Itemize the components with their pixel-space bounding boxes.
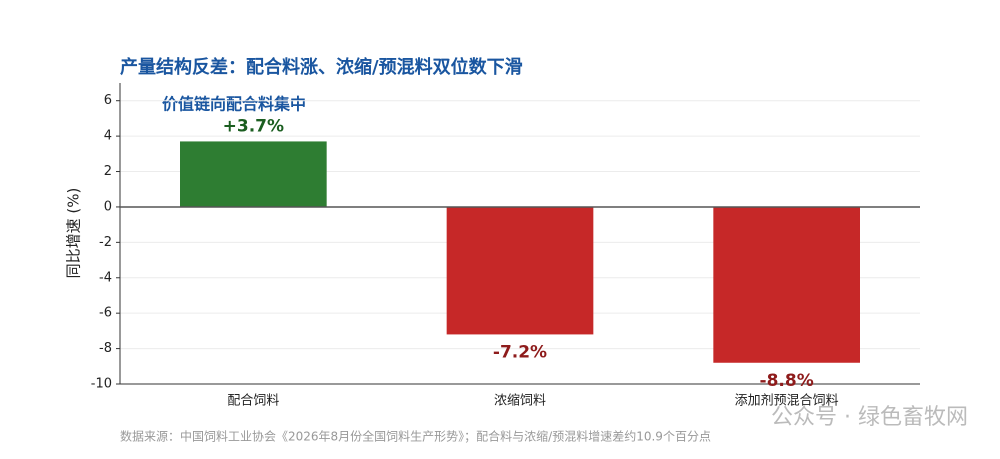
x-tick-label: 添加剂预混合饲料 [735, 394, 839, 409]
y-axis-label: 同比增速 (%) [65, 188, 83, 279]
bar [713, 206, 860, 363]
value-label: +3.7% [223, 116, 284, 136]
annotation: 价值链向配合料集中 [162, 95, 306, 114]
y-tick-label: 6 [104, 93, 112, 108]
y-tick-label: -4 [99, 270, 112, 285]
y-tick-label: -8 [99, 341, 112, 356]
y-tick-label: 0 [104, 199, 112, 214]
x-tick-label: 配合饲料 [227, 394, 279, 409]
value-label: -8.8% [760, 371, 814, 391]
watermark: 公众号 · 绿色畜牧网 [771, 405, 968, 430]
bar [180, 141, 327, 207]
y-tick-label: 4 [104, 129, 112, 144]
y-tick-label: -6 [99, 306, 112, 321]
y-tick-label: 2 [104, 164, 112, 179]
y-tick-label: -10 [91, 377, 112, 392]
chart-title: 产量结构反差：配合料涨、浓缩/预混料双位数下滑 [120, 56, 523, 78]
y-tick-label: -2 [99, 235, 112, 250]
bar [446, 206, 594, 335]
x-tick-label: 浓缩饲料 [494, 393, 546, 409]
source-note: 数据来源：中国饲料工业协会《2026年8月份全国饲料生产形势》；配合料与浓缩/预… [120, 429, 711, 444]
value-label: -7.2% [493, 342, 547, 362]
